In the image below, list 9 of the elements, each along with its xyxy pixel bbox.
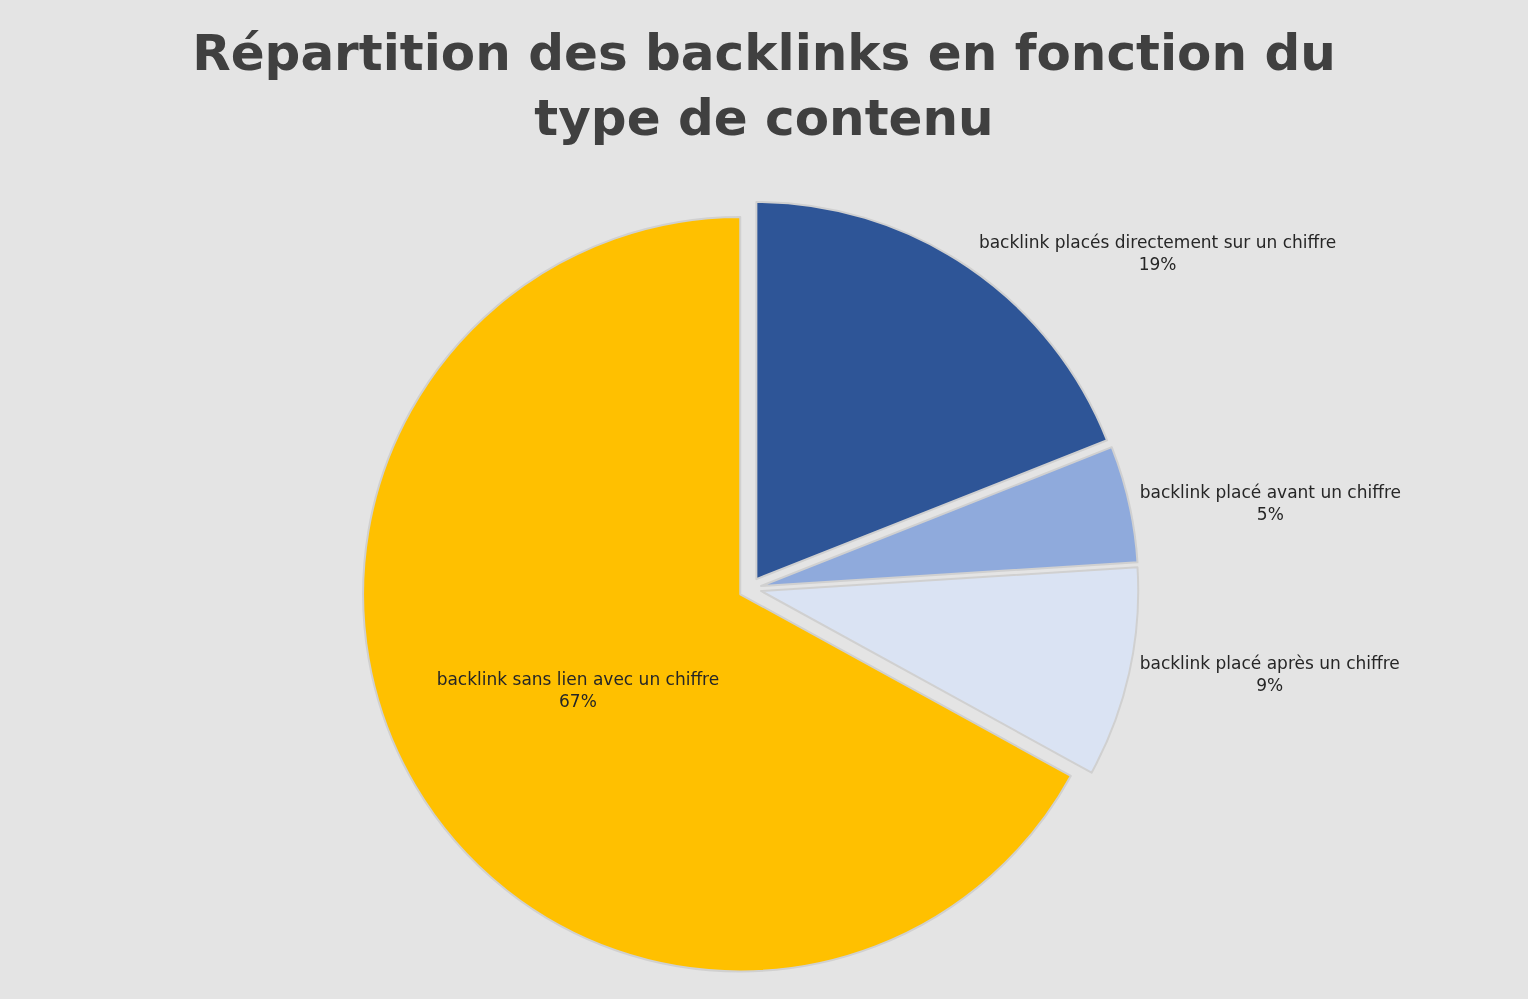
data-label: 19% (1138, 253, 1177, 274)
slice-label: backlink placé avant un chiffre (1139, 481, 1402, 502)
slice-label: backlink sans lien avec un chiffre (436, 669, 720, 690)
slice-label: backlink placé après un chiffre (1139, 653, 1400, 674)
data-label: 9% (1256, 675, 1284, 696)
data-label: 67% (559, 691, 597, 712)
data-label: 5% (1256, 503, 1284, 524)
chart-title: Répartition des backlinks en fonction du type de contenu (192, 23, 1336, 147)
slice-label: backlink placés directement sur un chiffre (978, 231, 1337, 252)
